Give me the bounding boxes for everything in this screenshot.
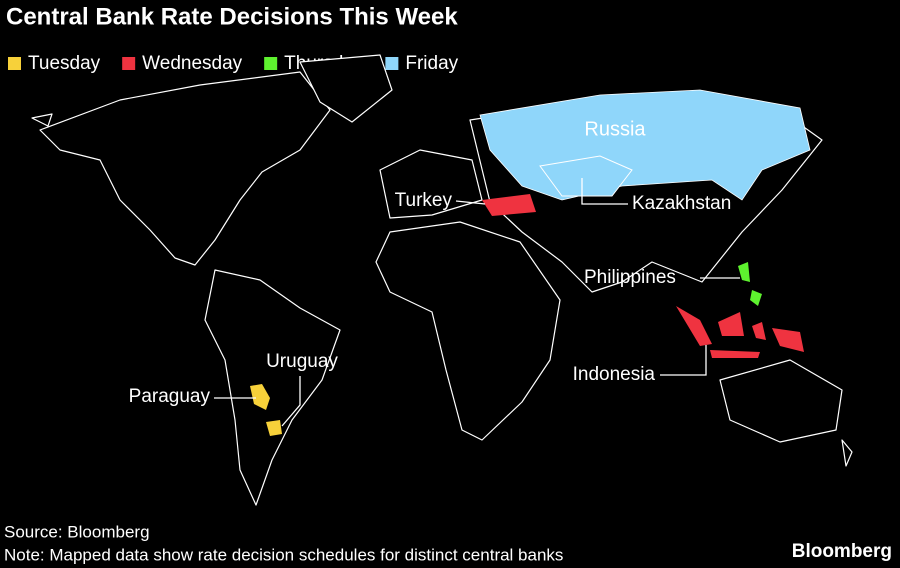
country-label: Paraguay xyxy=(129,386,211,407)
country-shape xyxy=(738,262,762,306)
country-label: Turkey xyxy=(395,190,453,211)
country-label: Uruguay xyxy=(266,351,338,372)
note: Note: Mapped data show rate decision sch… xyxy=(4,545,563,564)
country-label: Russia xyxy=(584,118,646,140)
source: Source: Bloomberg xyxy=(4,522,150,541)
legend-label: Tuesday xyxy=(28,53,101,74)
country-label: Kazakhstan xyxy=(632,193,731,214)
legend-label: Wednesday xyxy=(142,53,242,74)
logo: Bloomberg xyxy=(792,541,892,562)
title: Central Bank Rate Decisions This Week xyxy=(6,3,458,30)
legend-swatch xyxy=(8,57,21,70)
legend-swatch xyxy=(264,57,278,70)
highlighted-countries xyxy=(250,89,811,436)
legend-swatch xyxy=(122,57,136,70)
country-label: Philippines xyxy=(584,267,676,288)
country-shape xyxy=(266,420,282,436)
country-shape xyxy=(539,155,633,197)
country-shape xyxy=(676,306,804,358)
legend-swatch xyxy=(385,57,399,70)
country-shape xyxy=(250,384,270,410)
legend-label: Friday xyxy=(405,53,458,74)
country-shape xyxy=(482,194,536,216)
leader-lines xyxy=(214,178,740,427)
country-label: Indonesia xyxy=(573,364,656,385)
